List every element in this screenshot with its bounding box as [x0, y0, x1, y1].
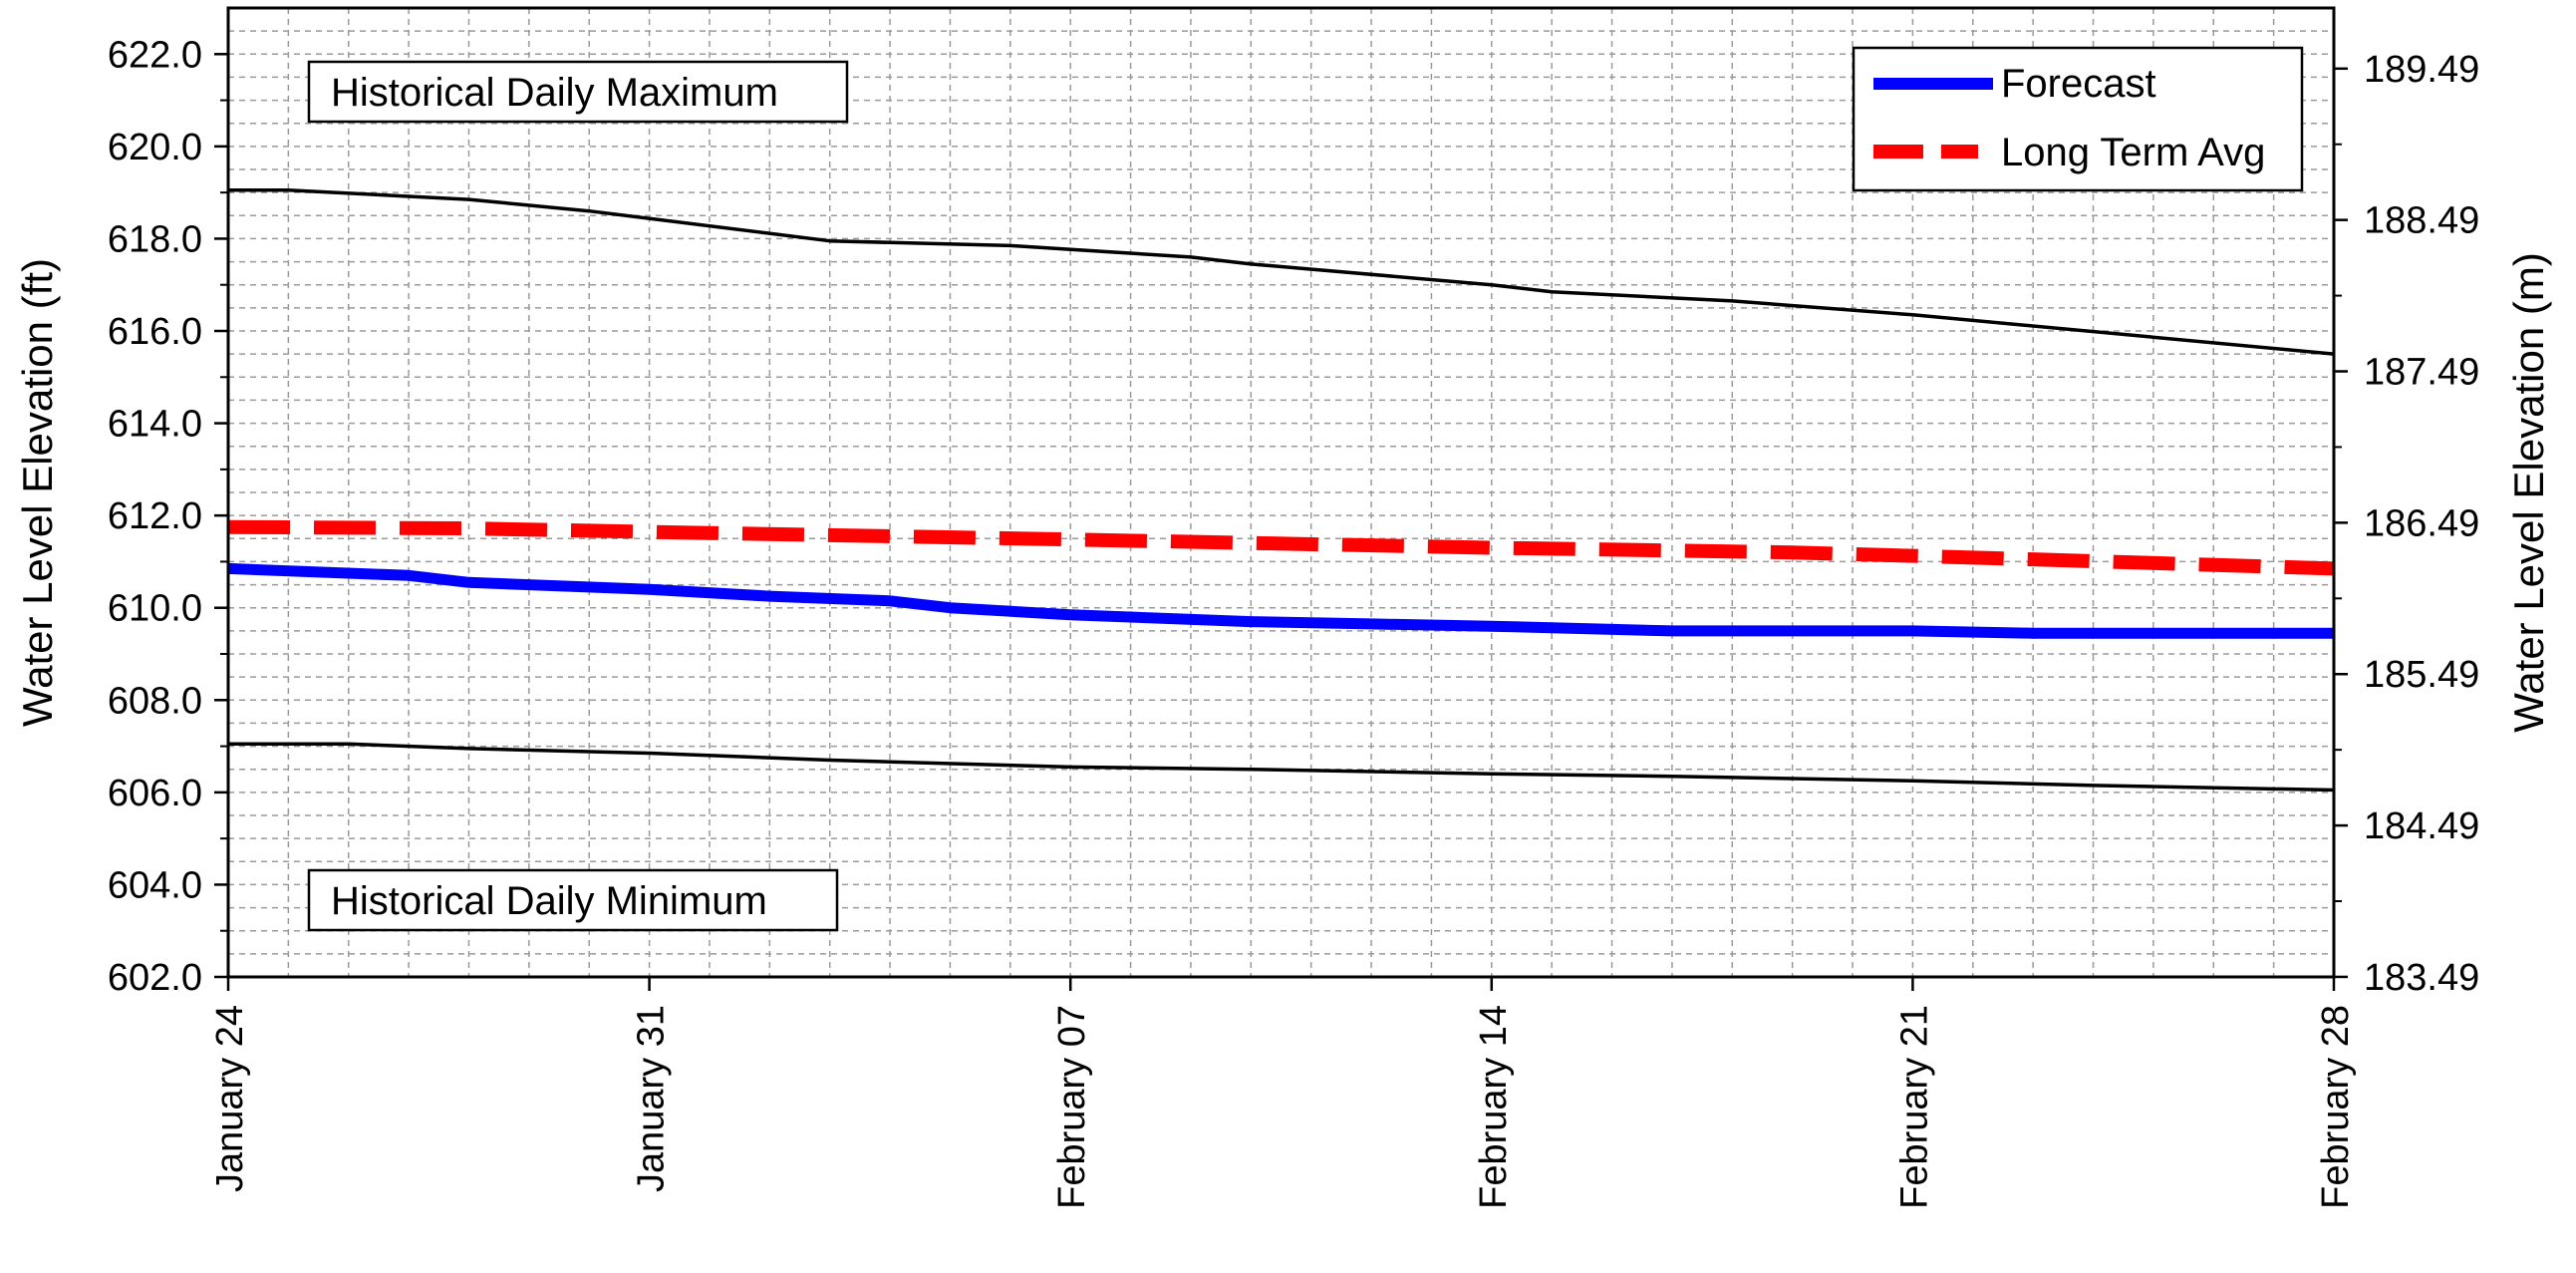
y-tick-label: 614.0: [108, 404, 202, 446]
forecast-line: [227, 562, 2334, 639]
y-axis-title: Water Level Elevation (ft): [14, 258, 61, 727]
y2-tick-label: 187.49: [2364, 352, 2479, 394]
y-tick-label: 604.0: [108, 864, 202, 906]
legend-forecast-label: Forecast: [2001, 62, 2156, 106]
x-tick-label: February 21: [1893, 1005, 1935, 1209]
min-annotation-box: Historical Daily Minimum: [307, 868, 839, 932]
y2-tick-label: 185.49: [2364, 654, 2479, 696]
y2-tick-label: 184.49: [2364, 805, 2479, 847]
y-tick-label: 602.0: [108, 957, 202, 999]
y2-tick-label: 189.49: [2364, 49, 2479, 91]
x-tick-label: January 31: [631, 1005, 673, 1192]
y-tick-label: 608.0: [108, 680, 202, 722]
y-tick-label: 616.0: [108, 311, 202, 353]
legend-avg-label: Long Term Avg: [2001, 131, 2265, 174]
y-tick-label: 622.0: [108, 34, 202, 76]
x-tick-label: February 28: [2315, 1005, 2357, 1209]
min-annotation-label: Historical Daily Minimum: [331, 879, 767, 923]
y-tick-label: 606.0: [108, 773, 202, 814]
series-lines: [227, 188, 2335, 793]
historical-min-line: [228, 742, 2335, 793]
y2-tick-label: 188.49: [2364, 200, 2479, 242]
legend-box: [1852, 46, 2304, 192]
y-tick-label: 612.0: [108, 495, 202, 537]
max-annotation-box: Historical Daily Maximum: [307, 60, 849, 124]
y-tick-label: 618.0: [108, 218, 202, 260]
y-tick-label: 610.0: [108, 588, 202, 630]
y-tick-label: 620.0: [108, 127, 202, 168]
y2-tick-label: 186.49: [2364, 502, 2479, 544]
x-tick-label: February 14: [1473, 1005, 1515, 1209]
axis-ticks: 602.0 604.0 606.0 608.0 610.0 612.0 614.0 616.0…: [108, 34, 2479, 1209]
plot-frame: [226, 6, 2336, 979]
x-tick-label: February 07: [1051, 1005, 1093, 1209]
legend: Forecast Long Term Avg: [1852, 46, 2304, 192]
x-tick-label: January 24: [209, 1005, 251, 1192]
max-annotation-label: Historical Daily Maximum: [331, 71, 778, 115]
historical-max-line: [228, 188, 2335, 356]
y2-tick-label: 183.49: [2364, 957, 2479, 999]
y2-axis-title: Water Level Elevation (m): [2505, 252, 2552, 733]
long-term-avg-line: [227, 519, 2335, 576]
